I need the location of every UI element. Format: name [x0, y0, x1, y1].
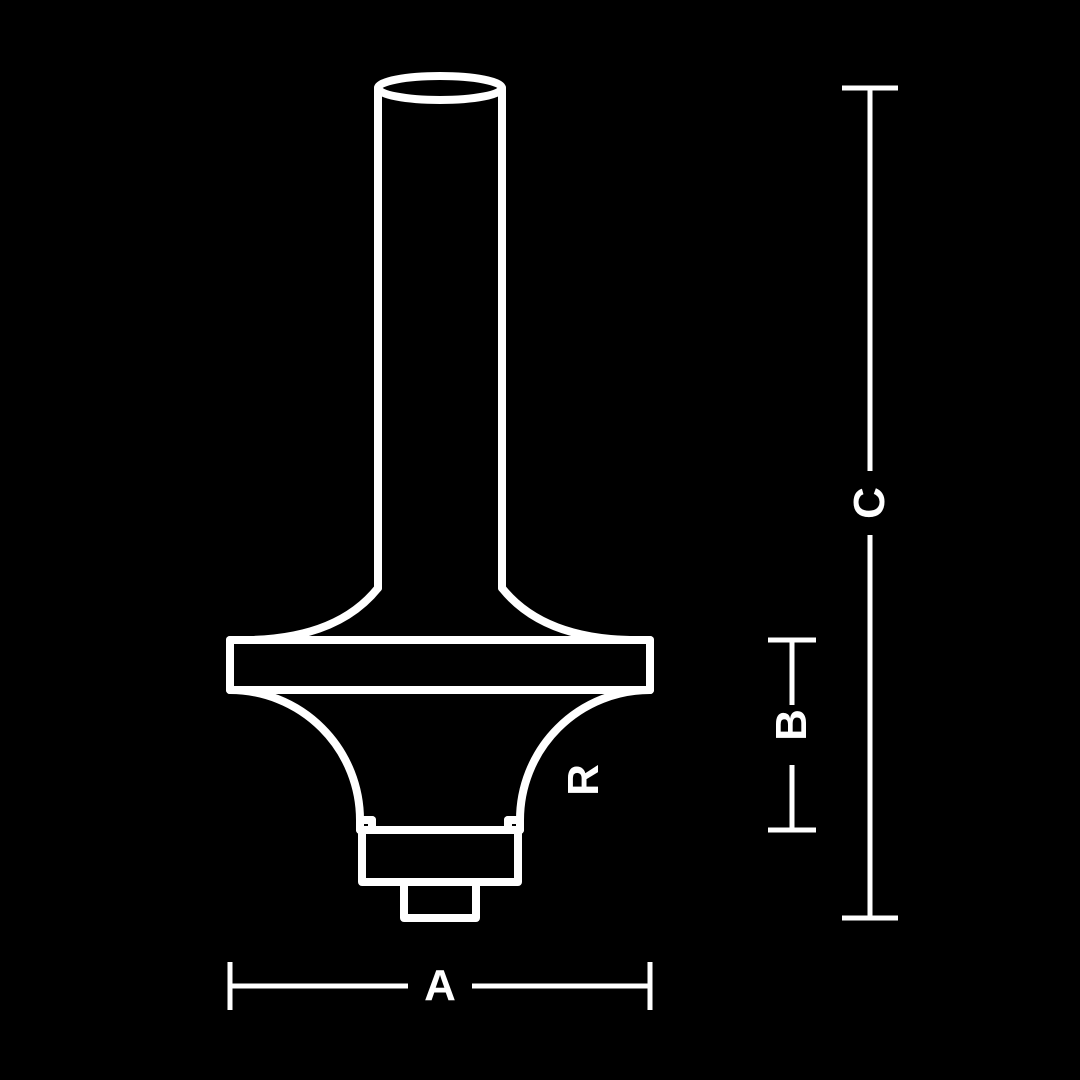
label-a: A: [408, 964, 472, 1008]
label-b: B: [770, 703, 814, 747]
label-c: C: [848, 481, 892, 525]
diagram-stage: A B C R: [0, 0, 1080, 1080]
dimension-lines: [0, 0, 1080, 1080]
label-r: R: [562, 758, 606, 802]
